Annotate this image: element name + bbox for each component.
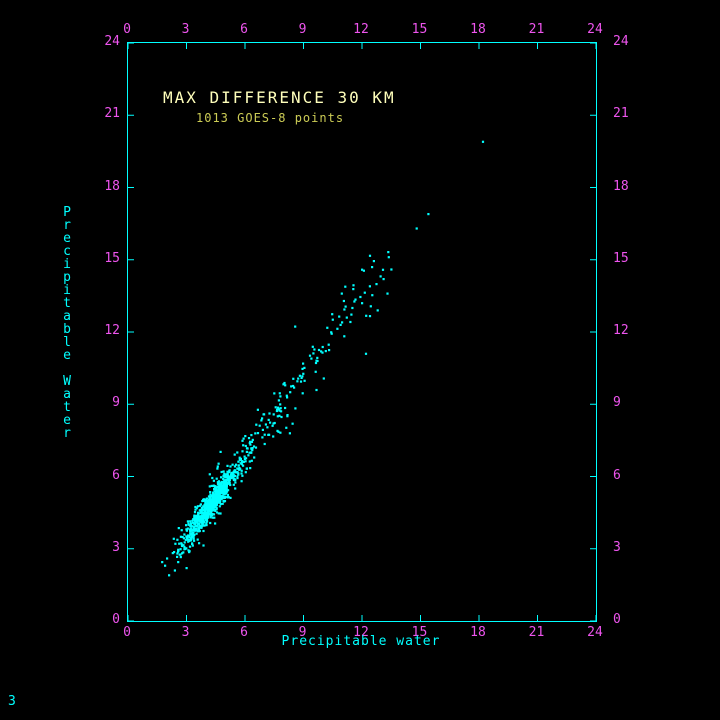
tick-label-bottom-15: 15 <box>411 625 428 640</box>
tick-label-left-3: 3 <box>112 539 120 555</box>
tick-label-bottom-12: 12 <box>353 625 369 640</box>
y-axis-label-char: a <box>63 309 71 324</box>
y-axis-label-char: l <box>63 335 71 350</box>
tick-label-left-12: 12 <box>104 323 120 338</box>
chart-subtitle: 1013 GOES-8 points <box>196 111 345 125</box>
tick-label-bottom-21: 21 <box>528 625 545 640</box>
y-axis-label-char: b <box>63 322 71 337</box>
tick-label-bottom-24: 24 <box>587 625 603 640</box>
tick-label-top-3: 3 <box>181 22 190 37</box>
y-axis-label-char: a <box>63 387 71 402</box>
tick-label-right-21: 21 <box>613 106 629 122</box>
tick-label-left-21: 21 <box>104 106 120 122</box>
y-axis-label-char: p <box>63 270 71 285</box>
frame-number-indicator: 3 <box>8 694 16 709</box>
tick-label-bottom-9: 9 <box>298 625 307 640</box>
tick-label-bottom-0: 0 <box>123 625 131 640</box>
y-axis-label-char: t <box>63 400 71 415</box>
tick-label-left-0: 0 <box>112 612 120 627</box>
chart-title: MAX DIFFERENCE 30 KM <box>163 88 396 107</box>
tick-label-right-15: 15 <box>613 250 629 266</box>
tick-label-top-0: 0 <box>123 22 131 37</box>
tick-label-right-9: 9 <box>613 395 621 411</box>
y-axis-label-char: r <box>63 426 71 441</box>
tick-label-left-15: 15 <box>104 250 120 266</box>
y-axis-label-char: P <box>63 205 71 220</box>
y-axis-label-char: e <box>63 231 71 246</box>
y-axis-label-char: i <box>63 283 71 298</box>
tick-label-right-24: 24 <box>613 34 629 49</box>
y-axis-label-char: W <box>63 374 71 389</box>
tick-label-left-6: 6 <box>112 467 120 483</box>
y-axis-label-char: t <box>63 296 71 311</box>
tick-label-top-24: 24 <box>587 22 603 37</box>
tick-label-top-12: 12 <box>353 22 369 37</box>
tick-label-top-15: 15 <box>411 22 428 37</box>
y-axis-label-char: c <box>63 244 71 259</box>
tick-label-top-9: 9 <box>298 22 307 37</box>
tick-label-left-24: 24 <box>104 34 120 49</box>
tick-label-right-0: 0 <box>613 612 621 627</box>
tick-label-right-18: 18 <box>613 178 629 194</box>
tick-label-bottom-18: 18 <box>470 625 486 640</box>
tick-label-right-12: 12 <box>613 323 629 338</box>
tick-label-top-18: 18 <box>470 22 486 37</box>
plot-area <box>127 42 597 622</box>
y-axis-label-char: r <box>63 218 71 233</box>
y-axis-label-char: e <box>63 413 71 428</box>
y-axis-label-char: e <box>63 348 71 363</box>
x-axis-label: Precipitable water <box>281 634 441 649</box>
tick-label-top-21: 21 <box>528 22 545 37</box>
scatter-points-svg <box>128 43 596 621</box>
tick-label-left-18: 18 <box>104 178 120 194</box>
tick-label-bottom-6: 6 <box>240 625 248 640</box>
tick-label-top-6: 6 <box>240 22 248 37</box>
tick-label-left-9: 9 <box>112 395 120 411</box>
tick-label-right-3: 3 <box>613 539 621 555</box>
y-axis-label-char: i <box>63 257 71 272</box>
tick-label-bottom-3: 3 <box>181 625 190 640</box>
tick-label-right-6: 6 <box>613 467 621 483</box>
